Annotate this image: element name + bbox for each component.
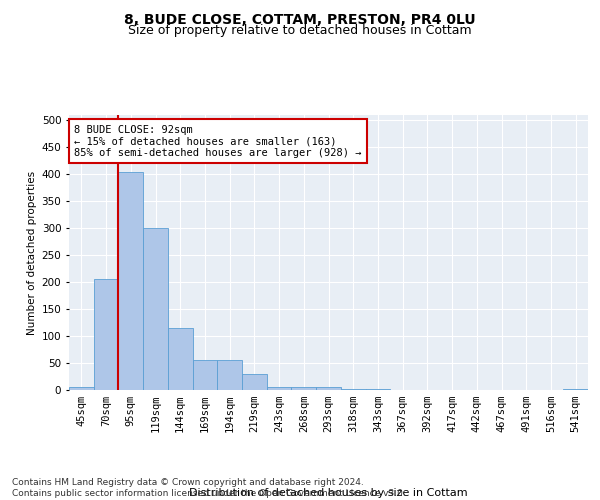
Text: Size of property relative to detached houses in Cottam: Size of property relative to detached ho… bbox=[128, 24, 472, 37]
Bar bbox=[193, 360, 217, 390]
Text: 8, BUDE CLOSE, COTTAM, PRESTON, PR4 0LU: 8, BUDE CLOSE, COTTAM, PRESTON, PR4 0LU bbox=[124, 12, 476, 26]
Bar bbox=[94, 280, 118, 390]
Bar bbox=[242, 374, 267, 390]
Bar bbox=[292, 388, 316, 390]
Text: Contains HM Land Registry data © Crown copyright and database right 2024.
Contai: Contains HM Land Registry data © Crown c… bbox=[12, 478, 406, 498]
Bar bbox=[316, 388, 341, 390]
Bar bbox=[168, 328, 193, 390]
X-axis label: Distribution of detached houses by size in Cottam: Distribution of detached houses by size … bbox=[189, 488, 468, 498]
Y-axis label: Number of detached properties: Number of detached properties bbox=[28, 170, 37, 334]
Bar bbox=[267, 388, 292, 390]
Bar bbox=[143, 228, 168, 390]
Bar bbox=[69, 388, 94, 390]
Text: 8 BUDE CLOSE: 92sqm
← 15% of detached houses are smaller (163)
85% of semi-detac: 8 BUDE CLOSE: 92sqm ← 15% of detached ho… bbox=[74, 124, 362, 158]
Bar bbox=[217, 360, 242, 390]
Bar bbox=[118, 172, 143, 390]
